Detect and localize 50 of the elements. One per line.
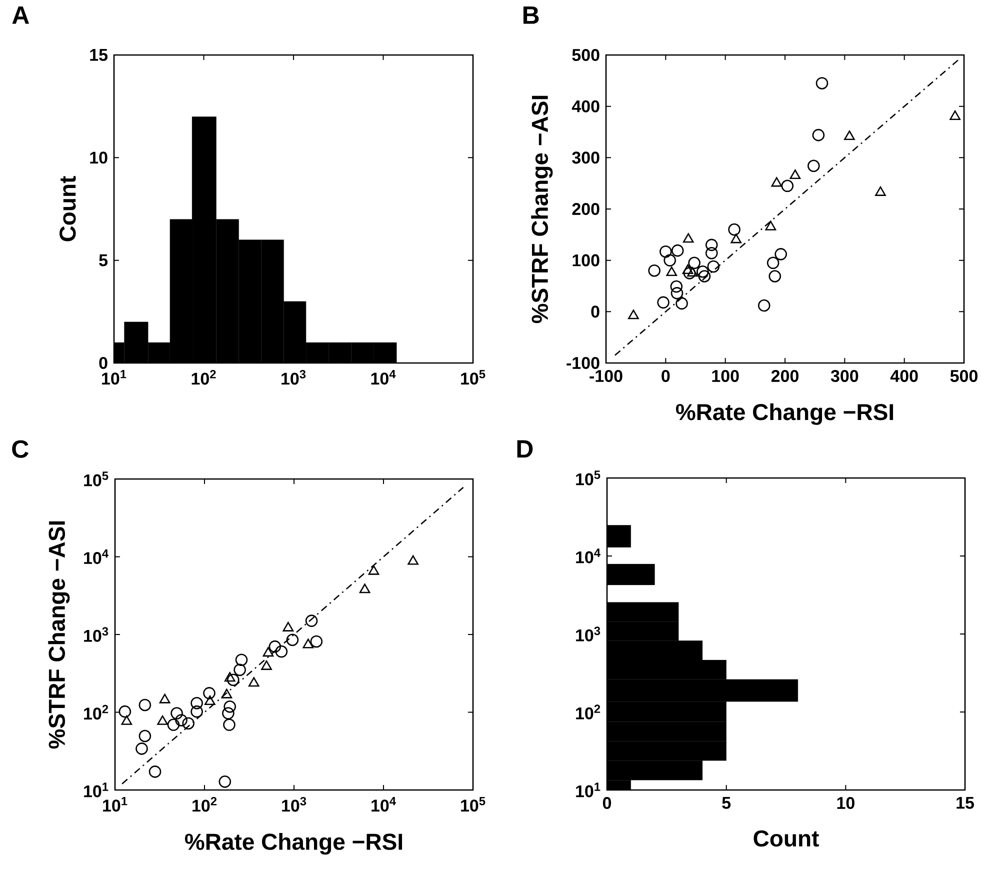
- x-tick-label: 10$^{5}$: [461, 370, 486, 385]
- x-tick-label: -100: [590, 370, 622, 382]
- chart-title: D: [517, 440, 533, 458]
- x-tick-label: 15: [956, 796, 974, 809]
- x-tick-label: 10: [837, 796, 854, 810]
- y-tick-label: 0: [99, 356, 108, 370]
- y-tick-label: 0: [591, 306, 600, 318]
- y-tick-label: 10$^{1}$: [84, 782, 108, 798]
- chart-title: B: [523, 6, 539, 24]
- y-tick-label: 10$^{3}$: [84, 627, 108, 642]
- y-tick-label: 15: [90, 49, 108, 61]
- x-tick-label: 300: [830, 370, 858, 382]
- y-tick-label: 500: [572, 48, 600, 62]
- y-tick-label: 300: [572, 152, 600, 164]
- y-tick-label: 10$^{4}$: [576, 548, 600, 564]
- x-tick-label: 0: [662, 370, 670, 382]
- y-tick-label: 100: [572, 254, 600, 266]
- x-axis-title: Count: [754, 830, 819, 847]
- x-tick-label: 5: [722, 796, 731, 809]
- y-tick-label: 10$^{2}$: [576, 704, 600, 720]
- x-tick-label: 10$^{4}$: [372, 796, 396, 812]
- y-tick-label: 200: [572, 202, 600, 216]
- x-tick-label: 10$^{2}$: [192, 796, 217, 812]
- x-tick-label: 10$^{5}$: [461, 796, 486, 812]
- chart-title: A: [12, 6, 30, 24]
- x-tick-label: 400: [890, 370, 918, 382]
- chart-title: C: [12, 440, 28, 458]
- y-tick-label: 10$^{5}$: [84, 472, 108, 486]
- y-tick-label: 10$^{4}$: [84, 549, 108, 564]
- x-tick-label: 100: [712, 370, 739, 382]
- x-tick-label: 10$^{4}$: [371, 370, 396, 385]
- y-tick-label: 10: [90, 152, 108, 164]
- y-axis-title: Count: [60, 176, 76, 242]
- y-tick-label: 400: [572, 100, 600, 112]
- y-tick-label: 10$^{3}$: [576, 626, 600, 642]
- y-tick-label: 10$^{5}$: [576, 470, 600, 486]
- y-tick-label: 5: [99, 254, 108, 266]
- x-tick-label: 0: [602, 796, 612, 810]
- x-tick-label: 500: [950, 370, 978, 382]
- y-axis-title: %STRF Change −ASI: [531, 96, 553, 324]
- x-tick-label: 10$^{3}$: [282, 370, 306, 385]
- y-tick-label: 10$^{1}$: [576, 782, 600, 798]
- x-tick-label: 200: [771, 370, 798, 382]
- y-tick-label: -100: [566, 356, 600, 370]
- x-tick-label: 10$^{3}$: [282, 796, 306, 812]
- y-tick-label: 10$^{2}$: [84, 704, 108, 720]
- y-axis-title: %STRF Change −ASI: [48, 521, 70, 749]
- x-axis-title: %Rate Change −RSI: [184, 833, 402, 855]
- x-axis-title: %Rate Change −RSI: [676, 403, 894, 425]
- x-tick-label: 10$^{2}$: [192, 370, 216, 385]
